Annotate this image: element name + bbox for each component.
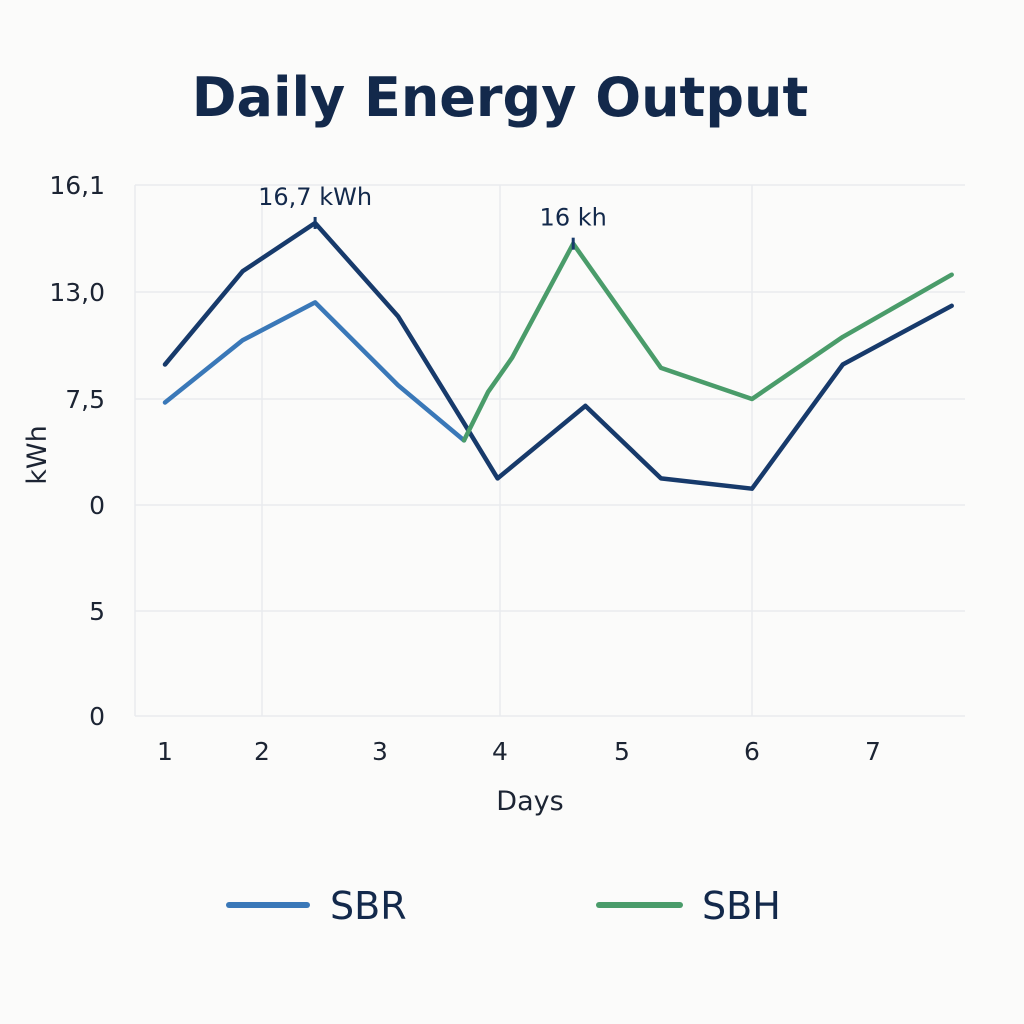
- x-tick-label: 4: [492, 737, 508, 766]
- x-tick-label: 3: [372, 737, 388, 766]
- legend-label-sbh: SBH: [702, 884, 781, 928]
- x-tick-label: 5: [614, 737, 630, 766]
- legend-label-sbr: SBR: [330, 884, 407, 928]
- series-lines: [162, 220, 954, 491]
- series-line-sbr: [162, 300, 467, 443]
- annotation-label: 16 kh: [540, 204, 607, 232]
- y-tick-label: 7,5: [65, 385, 105, 414]
- y-tick-label: 13,0: [49, 278, 105, 307]
- y-tick-label: 0: [89, 702, 105, 731]
- y-axis-ticks: 16,1 13,0 7,5 0 5 0: [49, 171, 105, 731]
- x-tick-label: 1: [157, 737, 173, 766]
- y-tick-label: 0: [89, 491, 105, 520]
- series-line-sbh: [461, 241, 954, 443]
- series-line-unnamed-1: [162, 220, 954, 491]
- x-tick-label: 7: [865, 737, 881, 766]
- grid: [134, 184, 965, 717]
- y-axis-label: kWh: [22, 425, 53, 484]
- y-tick-label: 5: [89, 597, 105, 626]
- chart-title: Daily Energy Output: [192, 66, 809, 129]
- legend: SBR SBH: [226, 884, 781, 928]
- y-tick-label: 16,1: [49, 171, 105, 200]
- annotations: 16,7 kWh 16 kh: [258, 183, 607, 250]
- x-axis-label: Days: [496, 786, 563, 817]
- x-tick-label: 2: [254, 737, 270, 766]
- annotation-label: 16,7 kWh: [258, 183, 372, 211]
- x-axis-ticks: 1 2 3 4 5 6 7: [157, 737, 881, 766]
- x-tick-label: 6: [744, 737, 760, 766]
